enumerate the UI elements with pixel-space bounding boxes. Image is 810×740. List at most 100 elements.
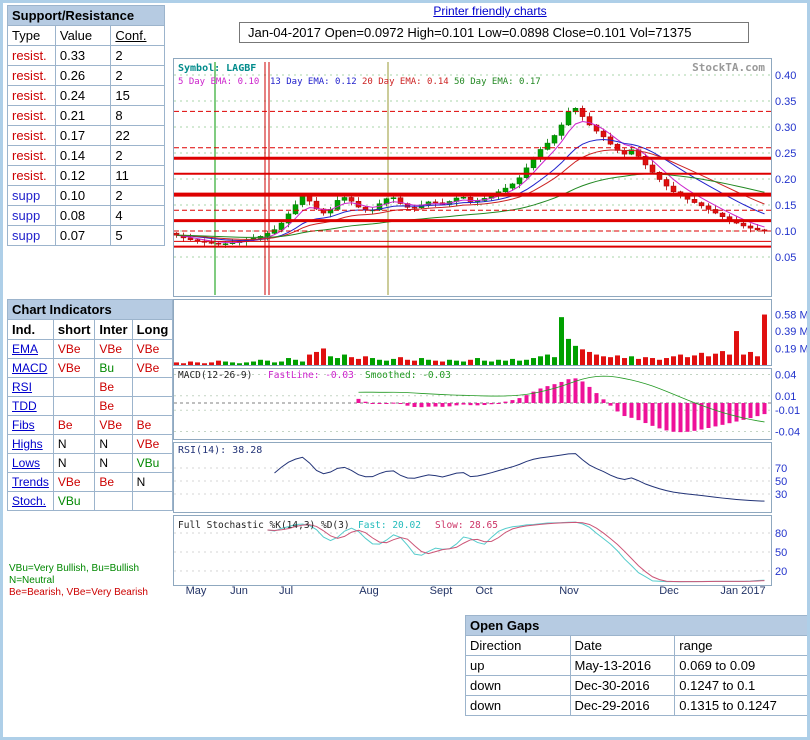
volume-bar bbox=[552, 357, 557, 365]
candle-body bbox=[390, 197, 397, 199]
candle-body bbox=[586, 116, 593, 126]
sr-value: 0.14 bbox=[54, 145, 112, 166]
sr-value: 0.24 bbox=[54, 85, 112, 106]
candle-body bbox=[397, 197, 404, 204]
macd-histogram-bar bbox=[762, 403, 767, 415]
macd-histogram-bar bbox=[601, 399, 606, 403]
volume-bar bbox=[433, 360, 438, 365]
ci-row: Highs N N VBe bbox=[7, 434, 174, 454]
macd-histogram-bar bbox=[622, 403, 627, 417]
candle-body bbox=[306, 195, 313, 202]
macd-histogram-bar bbox=[748, 403, 753, 419]
axis-tick-label: 0.30 bbox=[775, 122, 796, 134]
ci-short: N bbox=[52, 453, 96, 473]
macd-histogram-bar bbox=[734, 403, 739, 422]
candle-body bbox=[621, 150, 628, 155]
candle-body bbox=[747, 225, 754, 229]
ci-long: VBu bbox=[131, 453, 174, 473]
macd-histogram-bar bbox=[566, 379, 571, 403]
volume-bar bbox=[538, 356, 543, 365]
indicator-link-trends[interactable]: Trends bbox=[12, 475, 49, 489]
volume-bar bbox=[293, 359, 298, 365]
indicator-link-fibs[interactable]: Fibs bbox=[12, 418, 35, 432]
volume-bar bbox=[202, 363, 207, 365]
indicator-link-ema[interactable]: EMA bbox=[12, 342, 39, 356]
indicator-link-rsi[interactable]: RSI bbox=[12, 380, 33, 394]
ci-short: N bbox=[52, 434, 96, 454]
macd-histogram-bar bbox=[706, 403, 711, 428]
macd-histogram-bar bbox=[363, 401, 368, 403]
x-axis-month: Nov bbox=[559, 585, 579, 597]
volume-bar bbox=[370, 358, 375, 365]
macd-histogram-bar bbox=[531, 391, 536, 403]
gap-direction: up bbox=[465, 655, 571, 676]
sr-type: resist. bbox=[7, 165, 56, 186]
volume-bar bbox=[489, 361, 494, 365]
candle-body bbox=[460, 196, 467, 199]
volume-bar bbox=[237, 363, 242, 365]
volume-bar bbox=[272, 362, 277, 365]
volume-bar bbox=[181, 363, 186, 365]
sr-value: 0.10 bbox=[54, 185, 112, 206]
volume-bar bbox=[321, 348, 326, 365]
volume-bar bbox=[468, 359, 473, 365]
indicator-link-lows[interactable]: Lows bbox=[12, 456, 41, 470]
gap-row: down Dec-29-2016 0.1315 to 0.1247 bbox=[465, 695, 807, 716]
macd-histogram-bar bbox=[475, 403, 480, 406]
indicator-link-highs[interactable]: Highs bbox=[12, 437, 43, 451]
indicator-link-tdd[interactable]: TDD bbox=[12, 399, 37, 413]
legend-line-bullish: VBu=Very Bullish, Bu=Bullish bbox=[9, 563, 140, 574]
sr-type: resist. bbox=[7, 85, 56, 106]
macd-histogram-bar bbox=[391, 402, 396, 404]
macd-histogram-bar bbox=[664, 403, 669, 431]
chart-indicators-table: Chart Indicators Ind. short Inter Long E… bbox=[6, 299, 174, 511]
axis-tick-label: 0.05 bbox=[775, 252, 796, 264]
ci-row: Fibs Be VBe Be bbox=[7, 415, 174, 435]
volume-bar bbox=[419, 358, 424, 365]
sr-type: supp bbox=[7, 205, 56, 226]
macd-histogram-bar bbox=[671, 403, 676, 432]
support-resistance-table: Support/Resistance Type Value Conf. resi… bbox=[7, 5, 165, 246]
axis-tick-label: 0.04 bbox=[775, 370, 796, 382]
sr-conf: 2 bbox=[110, 145, 165, 166]
indicator-link-stoch[interactable]: Stoch. bbox=[12, 494, 47, 508]
gaps-column-header-row: Direction Date range bbox=[465, 635, 807, 656]
volume-bar bbox=[671, 356, 676, 365]
volume-bar bbox=[363, 356, 368, 365]
sr-conf: 8 bbox=[110, 105, 165, 126]
printer-friendly-link[interactable]: Printer friendly charts bbox=[433, 4, 547, 18]
ci-inter: Be bbox=[94, 396, 133, 416]
axis-tick-label: 0.39 M bbox=[775, 326, 809, 338]
ci-short bbox=[52, 396, 96, 416]
chart-indicators-header: Chart Indicators bbox=[6, 299, 174, 320]
volume-bar bbox=[314, 351, 319, 365]
sr-conf: 2 bbox=[110, 45, 165, 66]
support-resistance-header: Support/Resistance bbox=[7, 5, 165, 26]
sr-conf: 5 bbox=[110, 225, 165, 246]
axis-tick-label: 80 bbox=[775, 528, 787, 540]
candle-body bbox=[320, 208, 327, 214]
ci-inter: Be bbox=[94, 472, 133, 492]
candle-body bbox=[341, 197, 348, 201]
ci-long: VBe bbox=[131, 434, 174, 454]
sr-value: 0.26 bbox=[54, 65, 112, 86]
sr-col-value: Value bbox=[54, 25, 112, 46]
macd-histogram-bar bbox=[503, 401, 508, 403]
volume-bar bbox=[496, 359, 501, 365]
stoch-title: Full Stochastic %K(14,3) %D(3) bbox=[178, 520, 350, 531]
ci-indicator-cell: RSI bbox=[7, 377, 54, 397]
ema-legend-label: 20 Day EMA: 0.14 bbox=[362, 77, 449, 87]
ci-row: EMA VBe VBe VBe bbox=[7, 339, 174, 359]
ema-legend-label: 5 Day EMA: 0.10 bbox=[178, 77, 259, 87]
volume-bar bbox=[230, 362, 235, 365]
gap-range: 0.1247 to 0.1 bbox=[674, 675, 807, 696]
candle-body bbox=[558, 124, 565, 136]
ci-row: Lows N N VBu bbox=[7, 453, 174, 473]
ci-short: VBe bbox=[52, 339, 96, 359]
indicator-link-macd[interactable]: MACD bbox=[12, 361, 48, 375]
sr-value: 0.21 bbox=[54, 105, 112, 126]
volume-bar bbox=[335, 358, 340, 365]
macd-histogram-bar bbox=[461, 403, 466, 405]
sr-col-conf[interactable]: Conf. bbox=[110, 25, 165, 46]
